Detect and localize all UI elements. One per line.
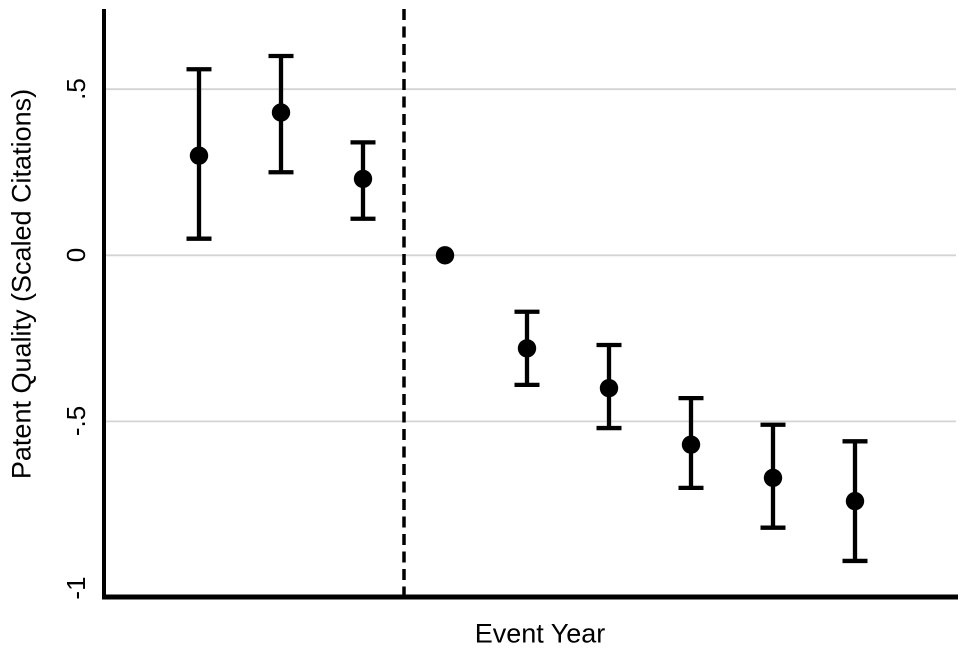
data-point-marker xyxy=(763,468,783,488)
data-point-marker xyxy=(599,378,619,398)
y-axis-title: Patent Quality (Scaled Citations) xyxy=(6,88,37,480)
y-tick-label: -.5 xyxy=(61,406,91,437)
data-point-marker xyxy=(845,491,865,511)
data-point-marker xyxy=(353,169,373,189)
data-point-marker xyxy=(681,435,701,454)
data-point-marker xyxy=(517,339,537,358)
reference-point-marker xyxy=(435,246,455,265)
y-tick-label: -1 xyxy=(61,575,91,600)
y-tick-label: .5 xyxy=(61,78,91,101)
x-axis-title: Event Year xyxy=(474,618,606,649)
y-tick-label: 0 xyxy=(61,248,91,263)
data-point-marker xyxy=(271,103,291,122)
data-point-marker xyxy=(189,146,209,165)
